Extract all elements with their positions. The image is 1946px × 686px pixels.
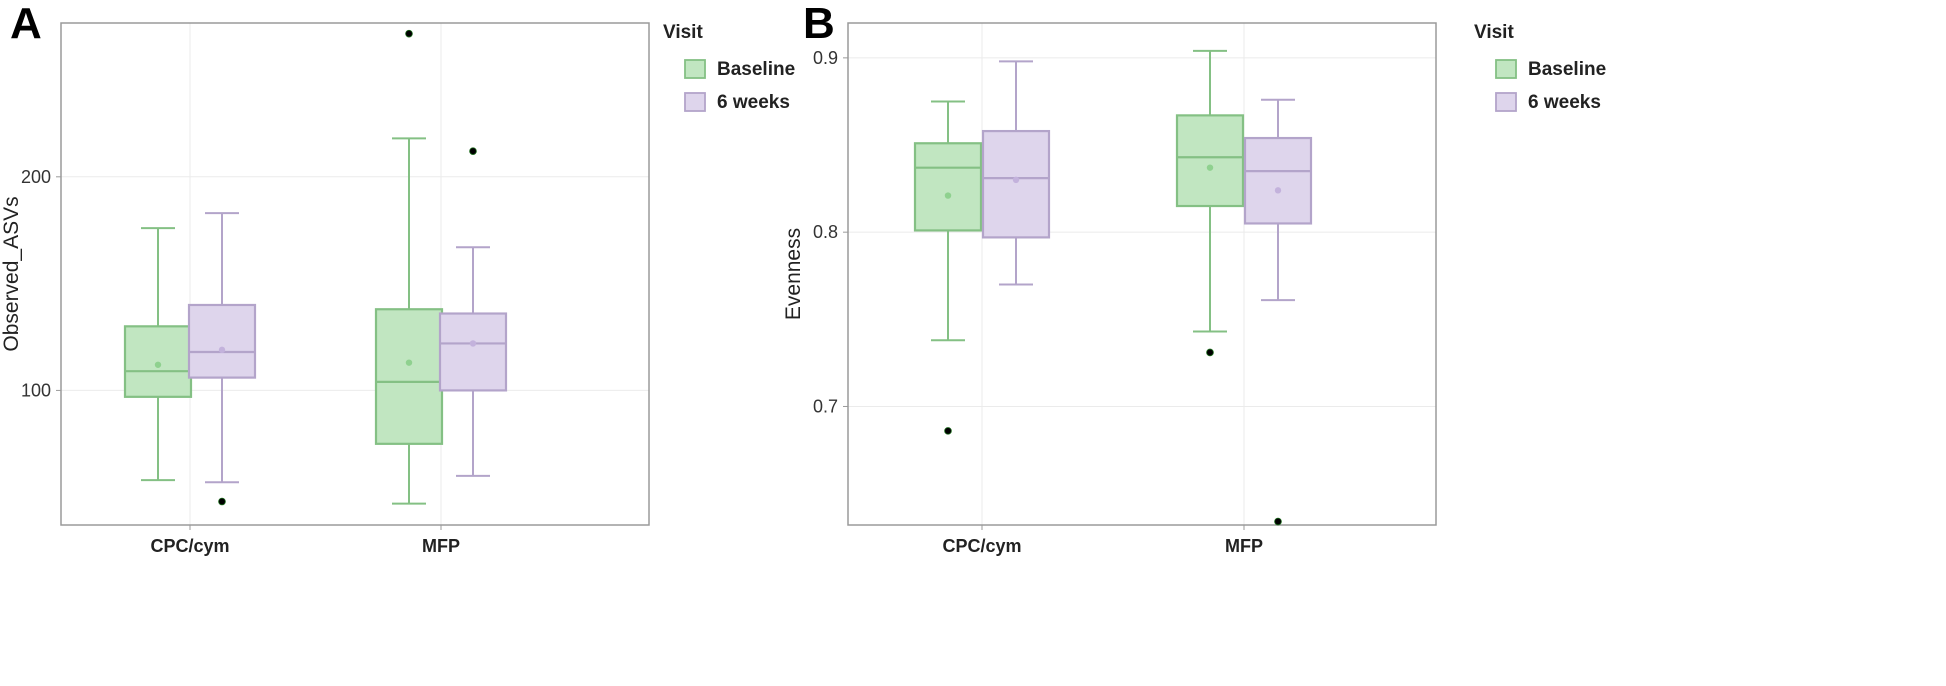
box-baseline-cpccym xyxy=(123,227,193,482)
legend-swatch xyxy=(1495,92,1517,112)
box-mean-point xyxy=(1012,176,1020,184)
outlier-point xyxy=(469,147,477,155)
box-baseline-mfp xyxy=(1175,49,1245,357)
legend-swatch xyxy=(1495,59,1517,79)
box-6-weeks-mfp xyxy=(1243,98,1313,526)
legend-swatch xyxy=(684,92,706,112)
y-tick-label: 100 xyxy=(21,380,51,400)
y-tick-label: 200 xyxy=(21,167,51,187)
legend: Visit Baseline 6 weeks xyxy=(663,22,795,113)
box-mean-point xyxy=(469,340,477,347)
outlier-point xyxy=(944,427,952,435)
box-baseline-cpccym xyxy=(913,100,983,435)
box-iqr xyxy=(1243,136,1313,225)
box-mean-point xyxy=(1274,187,1282,194)
box-iqr xyxy=(913,142,983,232)
y-tick-label: 0.7 xyxy=(813,396,838,416)
box-iqr xyxy=(123,325,193,398)
outlier-point xyxy=(405,29,413,38)
plot-area xyxy=(61,23,649,525)
legend-title: Visit xyxy=(663,22,703,43)
legend-label: Baseline xyxy=(717,59,795,80)
legend-swatch xyxy=(684,59,706,79)
box-iqr xyxy=(981,129,1051,239)
legend-label: 6 weeks xyxy=(717,92,790,113)
box-6-weeks-cpccym xyxy=(981,60,1051,286)
box-mean-point xyxy=(944,192,952,199)
outlier-point xyxy=(1274,517,1282,526)
x-tick-label: CPC/cym xyxy=(150,536,229,556)
panel-letter: B xyxy=(803,0,835,48)
panel-letter: A xyxy=(10,0,42,48)
y-axis-title: Evenness xyxy=(782,228,805,320)
y-axis-title: Observed_ASVs xyxy=(0,196,23,351)
outlier-point xyxy=(1206,348,1214,357)
box-iqr xyxy=(374,308,444,445)
box-iqr xyxy=(438,312,508,392)
plot-border xyxy=(847,22,1437,526)
panel-a: A 100 200 CPC/cym MFP Observed_ASVs Visit Basel… xyxy=(0,0,795,556)
plot-area xyxy=(848,23,1436,525)
y-tick-label: 0.9 xyxy=(813,48,838,68)
box-baseline-mfp xyxy=(374,29,444,505)
box-6-weeks-cpccym xyxy=(187,212,257,506)
legend: Visit Baseline 6 weeks xyxy=(1474,22,1606,113)
x-tick-label: MFP xyxy=(1225,536,1263,556)
box-6-weeks-mfp xyxy=(438,147,508,477)
box-mean-point xyxy=(1206,164,1214,171)
x-tick-label: CPC/cym xyxy=(942,536,1021,556)
box-iqr xyxy=(1175,114,1245,208)
plot-border xyxy=(60,22,650,526)
outlier-point xyxy=(218,497,226,506)
box-mean-point xyxy=(405,359,413,366)
box-iqr xyxy=(187,303,257,379)
panel-b: B 0.7 0.8 0.9 CPC/cym MFP Evenness Visit Baselin… xyxy=(782,0,1606,556)
legend-label: 6 weeks xyxy=(1528,92,1601,113)
y-tick-label: 0.8 xyxy=(813,222,838,242)
legend-label: Baseline xyxy=(1528,59,1606,80)
legend-title: Visit xyxy=(1474,22,1514,43)
box-mean-point xyxy=(218,346,226,354)
box-mean-point xyxy=(154,361,162,368)
x-tick-label: MFP xyxy=(422,536,460,556)
